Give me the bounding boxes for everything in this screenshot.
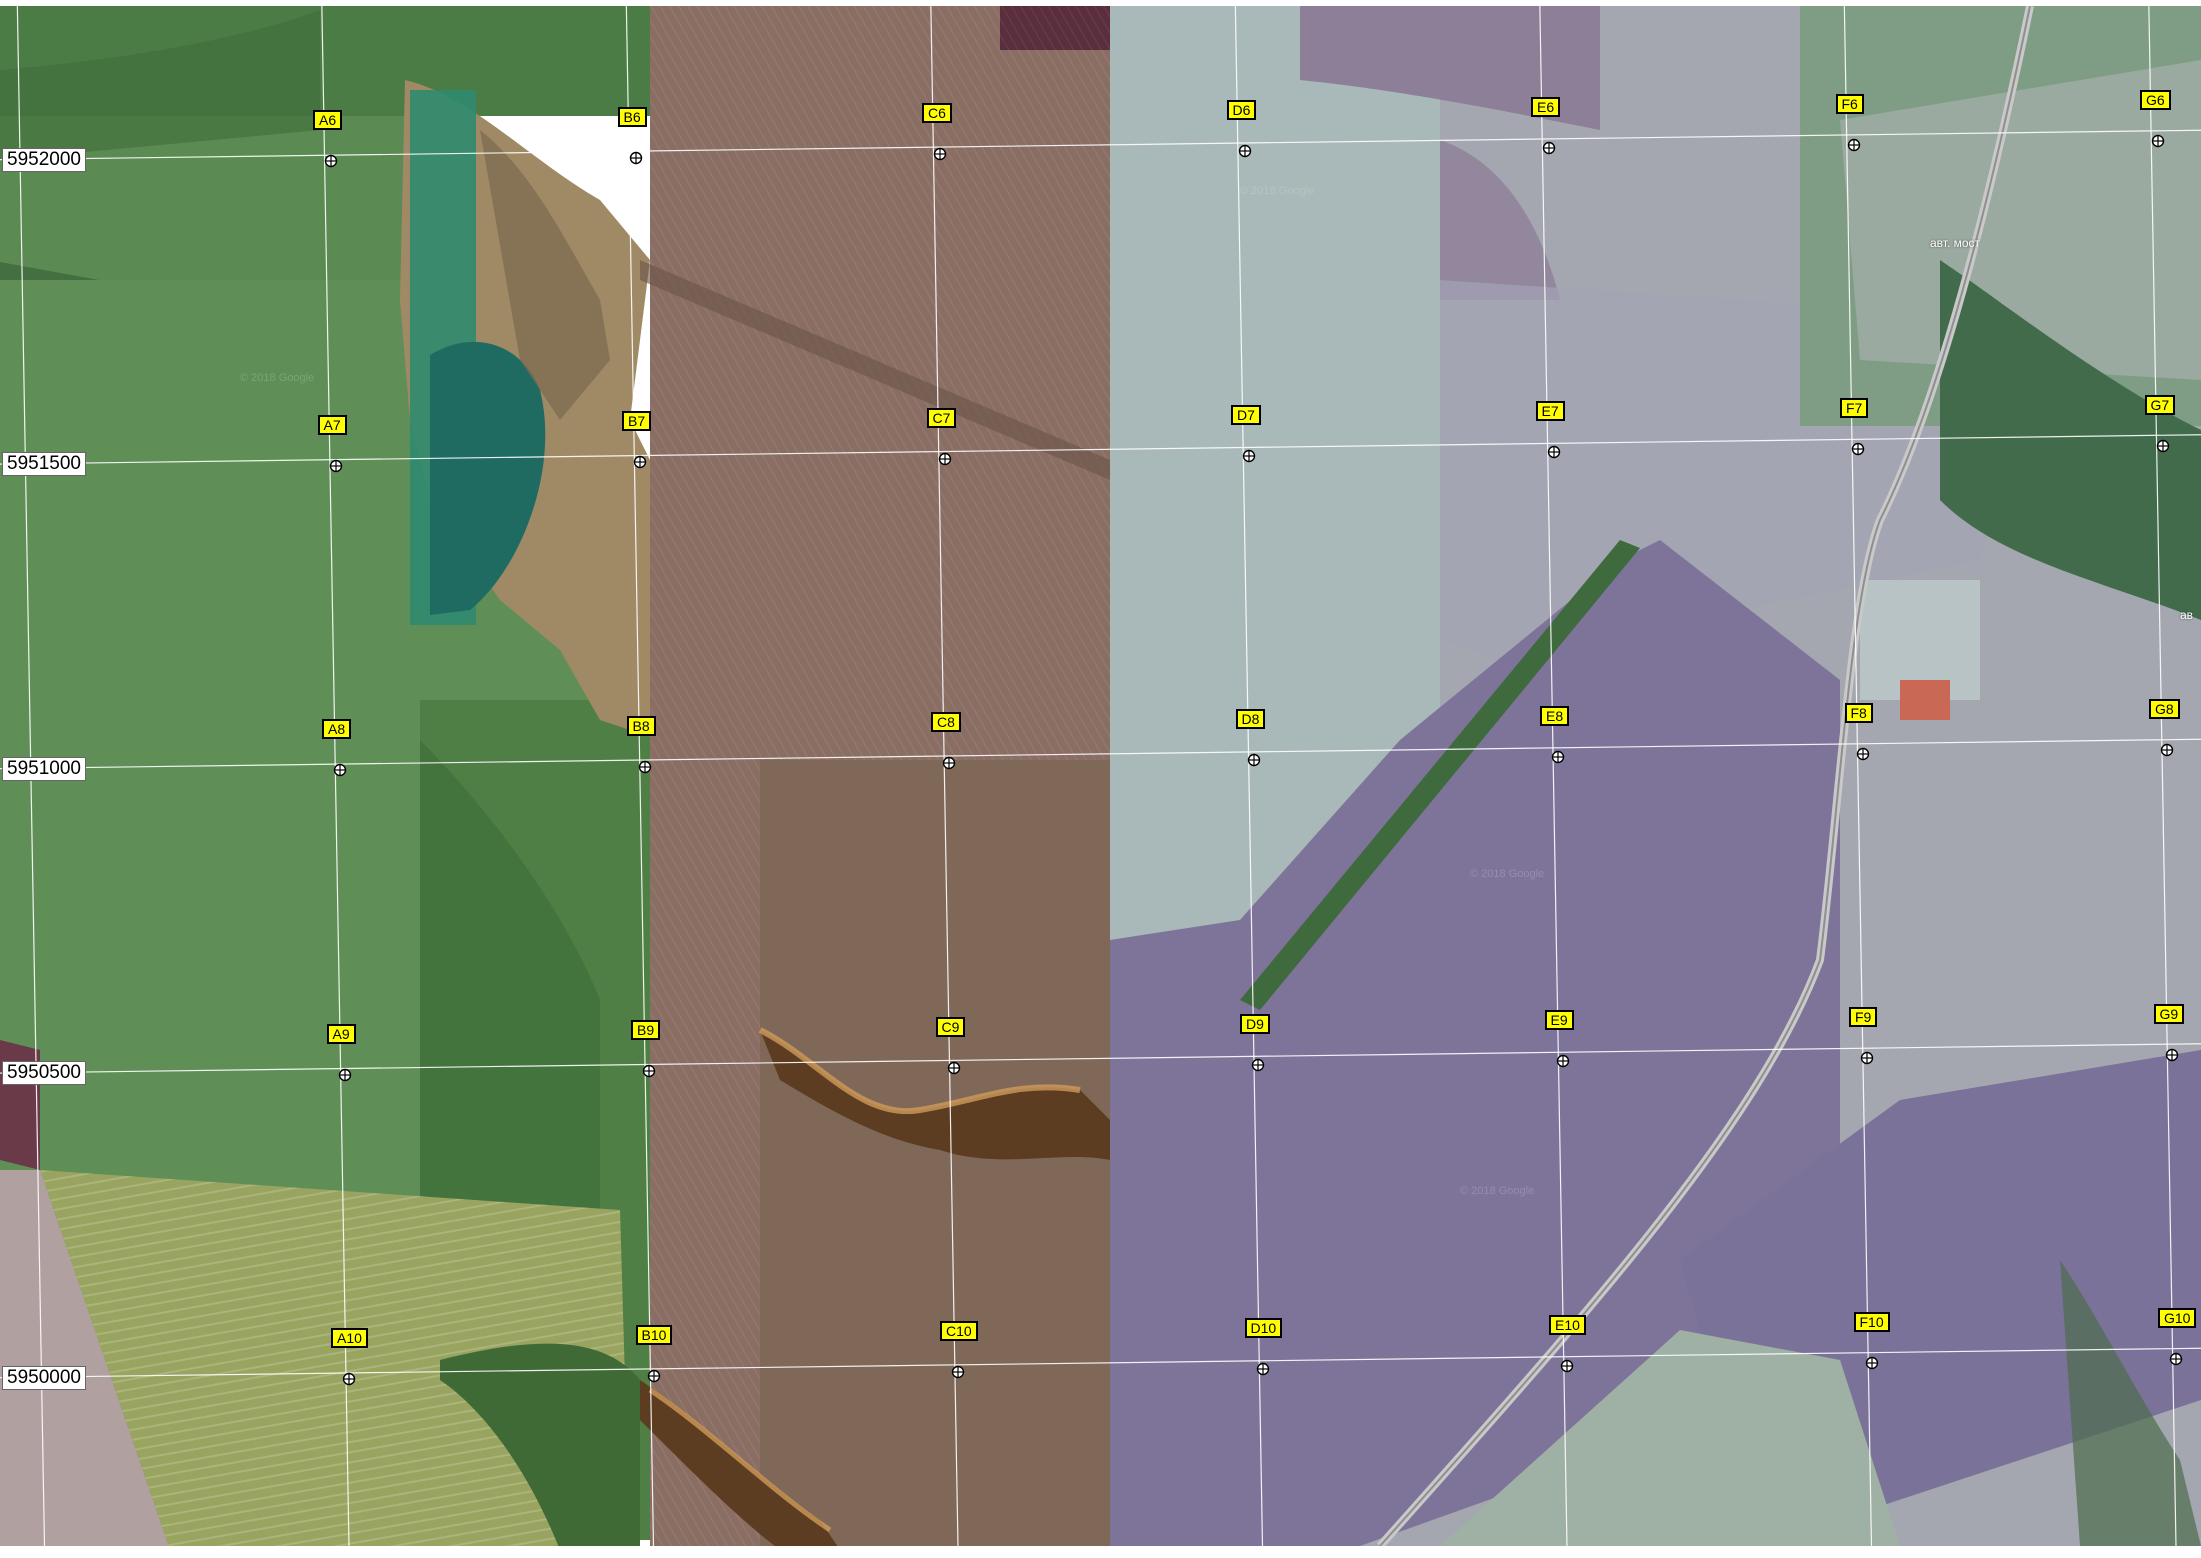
crosshair-icon	[1856, 747, 1869, 760]
crosshair-icon	[1847, 138, 1860, 151]
marker-label: F6	[1835, 93, 1864, 114]
marker-label: A6	[313, 110, 343, 130]
crosshair-icon	[2160, 743, 2174, 757]
crosshair-icon	[1251, 1058, 1265, 1071]
grid-line-vertical	[930, 0, 959, 1558]
marker-label: E6	[1531, 96, 1561, 117]
crosshair-icon	[1860, 1051, 1874, 1065]
marker-label: D9	[1240, 1013, 1270, 1034]
crosshair-icon	[1542, 141, 1556, 154]
grid-line-vertical	[1539, 0, 1568, 1558]
marker-label: A9	[326, 1023, 356, 1044]
marker-label: B6	[617, 106, 647, 127]
crosshair-icon	[2169, 1352, 2183, 1366]
marker-label: G8	[2149, 699, 2180, 720]
marker-label: B9	[631, 1020, 661, 1041]
marker-label: E8	[1540, 705, 1570, 726]
marker-label: D7	[1231, 404, 1261, 425]
crosshair-icon	[638, 760, 651, 773]
crosshair-icon	[329, 459, 342, 472]
marker-label: D8	[1235, 709, 1266, 730]
crosshair-icon	[324, 154, 338, 168]
crosshair-icon	[338, 1068, 351, 1081]
crosshair-icon	[1560, 1359, 1574, 1372]
northing-label: 5952000	[2, 147, 86, 172]
marker-label: G10	[2158, 1308, 2197, 1329]
marker-label: G6	[2140, 90, 2171, 111]
marker-label: A7	[317, 414, 347, 435]
crosshair-icon	[342, 1372, 356, 1386]
watermark: © 2018 Google	[1240, 185, 1315, 197]
crosshair-icon	[1256, 1362, 1269, 1376]
crosshair-icon	[933, 148, 947, 161]
grid-line-vertical	[321, 0, 350, 1558]
place-label-bridge: авт. мост	[1930, 236, 1981, 250]
marker-label: E10	[1549, 1314, 1586, 1335]
crosshair-icon	[947, 1061, 960, 1075]
crosshair-icon	[333, 763, 347, 777]
watermark: © 2018 Google	[1460, 1185, 1535, 1197]
crosshair-icon	[2151, 134, 2165, 148]
grid-line-horizontal	[0, 434, 2201, 465]
marker-label: C6	[922, 103, 952, 124]
grid-line-vertical	[1234, 0, 1264, 1558]
crosshair-icon	[951, 1366, 965, 1379]
grid-line-vertical	[1843, 0, 1873, 1558]
marker-label: C7	[926, 407, 957, 428]
marker-label: A10	[331, 1328, 368, 1348]
grid-line-horizontal	[0, 129, 2201, 161]
crosshair-icon	[2165, 1048, 2178, 1061]
northing-label: 5951000	[2, 756, 86, 781]
grid-line-vertical	[625, 0, 655, 1558]
marker-label: E9	[1544, 1010, 1574, 1031]
watermark: © 2018 Google	[240, 372, 315, 384]
northing-label: 5950000	[2, 1365, 86, 1390]
crosshair-icon	[1865, 1356, 1878, 1369]
marker-label: F9	[1849, 1007, 1878, 1027]
grid-line-horizontal	[0, 1347, 2201, 1379]
grid-line-horizontal	[0, 1043, 2201, 1074]
watermark: © 2018 Google	[1470, 868, 1545, 880]
place-label-av: ав	[2180, 608, 2194, 622]
grid-line-vertical	[2148, 0, 2177, 1558]
crosshair-icon	[1238, 144, 1251, 158]
marker-label: F10	[1853, 1311, 1890, 1332]
crosshair-icon	[1551, 750, 1565, 763]
crosshair-icon	[642, 1064, 656, 1078]
marker-label: C8	[931, 712, 961, 733]
marker-label: B10	[635, 1324, 673, 1345]
crosshair-icon	[633, 455, 647, 469]
marker-label: E7	[1535, 401, 1565, 422]
crosshair-icon	[629, 151, 642, 164]
grid-line-horizontal	[0, 738, 2201, 770]
marker-label: D6	[1226, 100, 1257, 121]
crosshair-icon	[1547, 446, 1560, 459]
marker-label: B7	[622, 411, 652, 432]
crosshair-icon	[1851, 442, 1865, 456]
crosshair-icon	[2156, 439, 2169, 452]
crosshair-icon	[938, 452, 951, 466]
northing-label: 5950500	[2, 1061, 86, 1086]
marker-label: B8	[626, 715, 656, 736]
crosshair-icon	[647, 1369, 660, 1382]
marker-label: F7	[1840, 398, 1869, 418]
marker-label: D10	[1244, 1318, 1283, 1339]
marker-label: G9	[2153, 1003, 2185, 1024]
northing-label: 5951500	[2, 452, 86, 477]
crosshair-icon	[942, 757, 956, 770]
marker-label: A8	[322, 719, 352, 739]
marker-label: C10	[940, 1321, 978, 1342]
crosshair-icon	[1247, 753, 1260, 767]
marker-label: F8	[1844, 702, 1873, 723]
crosshair-icon	[1242, 449, 1256, 462]
marker-label: C9	[935, 1016, 966, 1037]
marker-label: G7	[2144, 394, 2176, 415]
crosshair-icon	[1556, 1055, 1569, 1068]
